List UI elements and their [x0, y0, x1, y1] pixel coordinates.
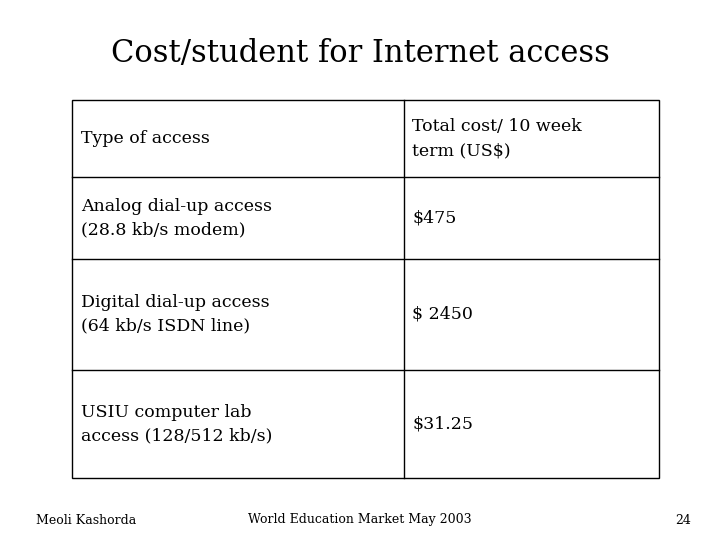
- Text: 24: 24: [675, 514, 691, 526]
- Text: World Education Market May 2003: World Education Market May 2003: [248, 514, 472, 526]
- Text: Total cost/ 10 week
term (US$): Total cost/ 10 week term (US$): [412, 118, 582, 159]
- Text: Type of access: Type of access: [81, 130, 210, 147]
- Text: Analog dial-up access
(28.8 kb/s modem): Analog dial-up access (28.8 kb/s modem): [81, 198, 271, 238]
- Text: USIU computer lab
access (128/512 kb/s): USIU computer lab access (128/512 kb/s): [81, 404, 272, 444]
- Text: Meoli Kashorda: Meoli Kashorda: [36, 514, 136, 526]
- Text: Digital dial-up access
(64 kb/s ISDN line): Digital dial-up access (64 kb/s ISDN lin…: [81, 294, 269, 335]
- Text: $31.25: $31.25: [412, 416, 473, 433]
- Text: Cost/student for Internet access: Cost/student for Internet access: [111, 38, 609, 69]
- Bar: [72, 100, 659, 478]
- Text: $ 2450: $ 2450: [412, 306, 473, 323]
- Text: $475: $475: [412, 210, 456, 226]
